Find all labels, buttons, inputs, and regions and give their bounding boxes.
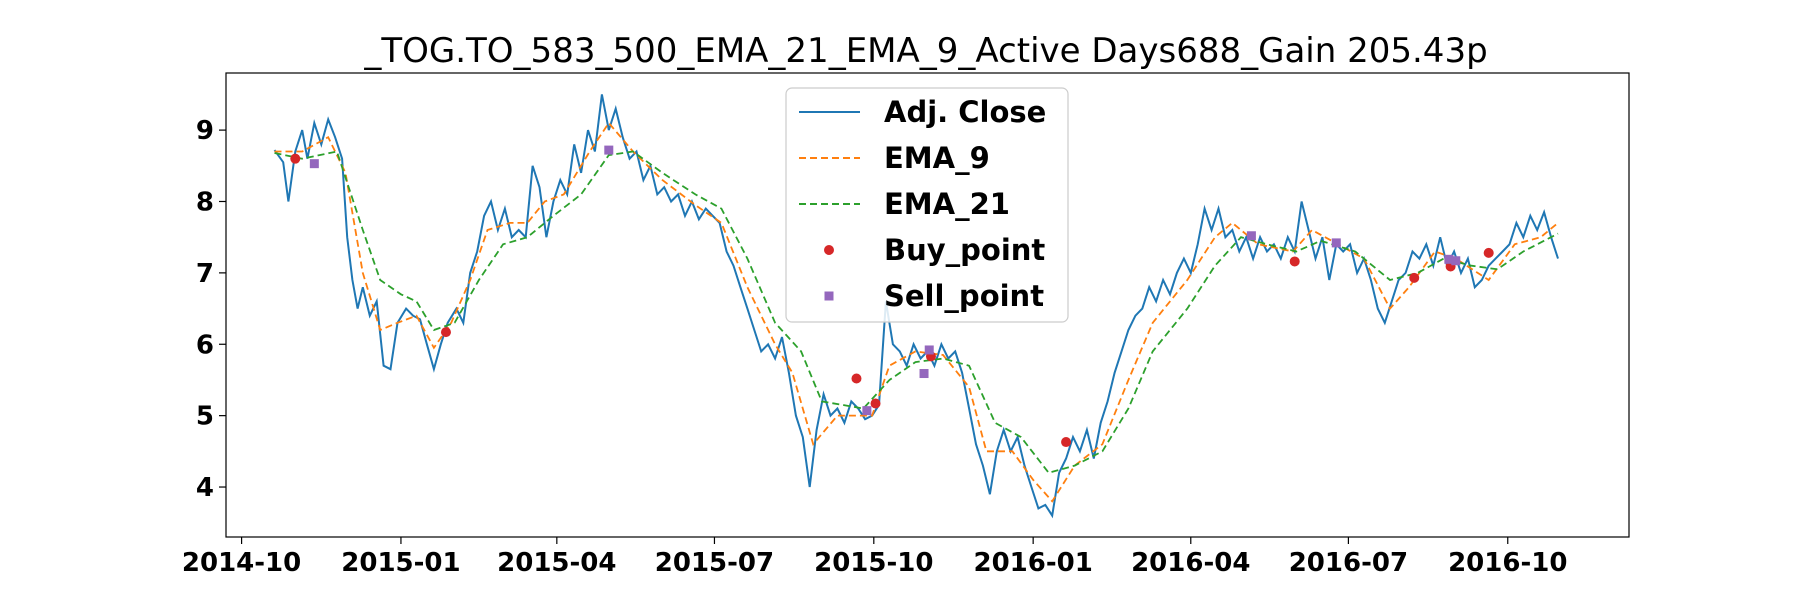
legend-swatch-sell-point [824,291,834,301]
y-tick-label: 7 [196,259,214,289]
x-tick-label: 2015-01 [341,548,460,578]
legend-swatch-buy-point [824,245,834,255]
buy-point-marker [1409,272,1420,283]
x-tick-label: 2015-04 [497,548,616,578]
x-tick-label: 2016-04 [1131,548,1250,578]
buy-point-marker [851,373,862,384]
chart-title: _TOG.TO_583_500_EMA_21_EMA_9_Active Days… [363,31,1487,71]
series-line-adj-close [273,94,1559,519]
sell-point-marker [309,159,319,169]
y-tick-label: 8 [196,187,214,217]
plot-area [273,94,1559,519]
legend-box [785,87,1069,323]
y-tick-label: 4 [196,473,214,503]
y-tick-label: 6 [196,330,214,360]
buy-point-marker [870,398,881,409]
sell-point-marker [1451,256,1461,266]
sell-point-marker [604,145,614,155]
sell-point-marker [1246,231,1256,241]
legend-label-ema-21: EMA_21 [884,187,1010,221]
sell-point-marker [1444,254,1454,264]
buy-point-marker [440,327,451,338]
x-tick-label: 2014-10 [182,548,301,578]
buy-point-marker [290,153,301,164]
buy-point-marker [1061,437,1072,448]
x-tick-label: 2015-07 [655,548,774,578]
axes: 4 5 6 7 8 9 2014-10 2015-01 2015-04 2015-07 2015-1… [182,72,1630,578]
x-tick-label: 2015-10 [814,548,933,578]
legend-label-buy-point: Buy_point [884,233,1045,267]
y-tick-label: 9 [196,116,214,146]
legend-label-sell-point: Sell_point [884,279,1044,313]
x-tick-label: 2016-07 [1289,548,1408,578]
sell-point-marker [919,369,929,379]
legend-label-ema-9: EMA_9 [884,141,990,175]
legend: Adj. Close EMA_9 EMA_21 Buy_point Sell_point [785,87,1069,323]
sell-point-marker [924,345,934,355]
x-tick-label: 2016-10 [1448,548,1567,578]
sell-point-marker [1331,238,1341,248]
buy-point-marker [1289,256,1300,267]
sell-point-marker [862,406,872,416]
buy-point-marker [1483,247,1494,258]
x-tick-label: 2016-01 [973,548,1092,578]
plot-frame [225,72,1630,538]
legend-label-adj-close: Adj. Close [884,95,1046,129]
series-line-ema-21 [274,150,1559,474]
y-tick-label: 5 [196,402,214,432]
